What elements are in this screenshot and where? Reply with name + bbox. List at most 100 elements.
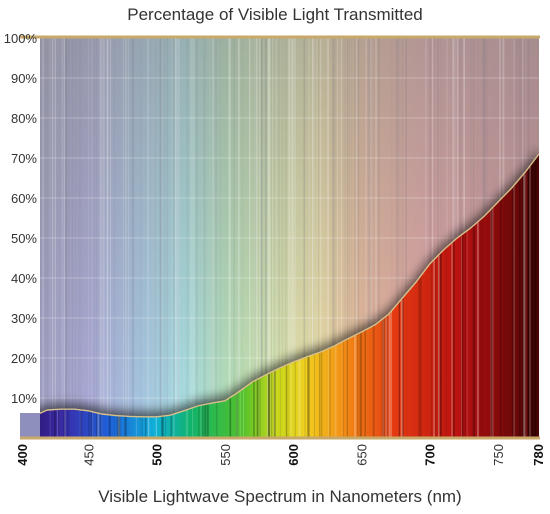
spectral-line [59, 409, 61, 438]
spectral-line [103, 38, 106, 438]
spectral-line [481, 218, 484, 438]
spectral-line [365, 330, 366, 438]
spectral-line [286, 364, 289, 438]
spectral-line [256, 379, 259, 438]
spectral-line [285, 365, 287, 438]
spectral-line [173, 414, 175, 438]
spectral-line [357, 38, 360, 438]
spectral-line [255, 38, 258, 438]
spectral-line [107, 38, 109, 438]
spectral-line [385, 316, 388, 438]
spectral-line [528, 167, 531, 438]
spectral-line [278, 38, 280, 438]
spectral-line [472, 226, 475, 438]
spectral-line [386, 316, 389, 438]
spectral-line [63, 38, 65, 438]
spectral-line [531, 164, 533, 438]
spectral-line [343, 341, 345, 438]
spectral-line [286, 38, 288, 438]
spectral-line [360, 332, 363, 438]
y-tick-label: 60% [11, 191, 37, 206]
spectral-line [161, 416, 164, 438]
spectral-line [308, 38, 310, 438]
spectral-line [445, 248, 447, 438]
spectral-line [186, 38, 187, 438]
spectral-line [153, 38, 155, 438]
spectral-line [365, 38, 367, 438]
spectral-line [54, 409, 57, 438]
spectral-line [435, 258, 437, 438]
y-axis-ticks: 10% 20% 30% 40% 50% 60% 70% 80% 90% 100% [4, 31, 38, 406]
spectral-line [273, 370, 275, 438]
spectral-line [373, 38, 375, 438]
spectral-line [133, 38, 134, 438]
spectral-line [317, 38, 320, 438]
spectral-line [332, 38, 335, 438]
spectral-line [440, 38, 442, 438]
spectral-line [375, 38, 377, 438]
spectral-line [461, 234, 464, 438]
spectral-line [284, 38, 287, 438]
spectral-line [215, 402, 218, 438]
spectral-line [534, 159, 538, 438]
spectral-line [192, 38, 195, 438]
spectral-line [215, 38, 217, 438]
transmission-area [40, 154, 539, 438]
spectral-line [437, 38, 439, 438]
spectral-line [174, 38, 177, 438]
spectral-line [524, 172, 526, 438]
spectral-line [160, 38, 162, 438]
spectral-line [67, 409, 70, 438]
spectral-line [354, 38, 356, 438]
spectral-line [357, 334, 359, 438]
spectral-line [383, 318, 386, 438]
spectral-line [303, 38, 305, 438]
spectral-line [261, 38, 263, 438]
spectral-line [523, 174, 526, 438]
spectral-line [117, 415, 120, 438]
spectral-lines-dark [49, 159, 538, 438]
spectral-line [209, 38, 211, 438]
spectral-line [438, 255, 440, 438]
spectral-line [534, 159, 536, 438]
spectral-line [117, 415, 120, 438]
spectral-line [186, 38, 189, 438]
plot-area [40, 38, 539, 438]
y-tick-label: 70% [11, 151, 37, 166]
spectral-line [290, 363, 292, 438]
spectral-line [68, 38, 70, 438]
spectral-line [275, 38, 277, 438]
y-tick-label: 40% [11, 271, 37, 286]
spectral-line [65, 38, 67, 438]
spectral-line [93, 38, 95, 438]
spectral-line [78, 38, 81, 438]
spectral-line [190, 38, 192, 438]
spectral-line [177, 38, 180, 438]
spectral-line [461, 235, 462, 438]
spectral-line [253, 381, 255, 438]
spectral-line [451, 243, 453, 438]
spectral-line [381, 319, 384, 438]
spectral-line [528, 168, 530, 438]
spectral-line [40, 38, 42, 438]
spectral-line [131, 38, 134, 438]
spectral-line [238, 38, 240, 438]
y-tick-label: 100% [4, 31, 38, 46]
x-tick-label: 700 [423, 444, 438, 466]
spectral-line [298, 360, 301, 438]
spectral-line [72, 38, 74, 438]
spectral-line [433, 260, 435, 438]
spectral-line [212, 38, 214, 438]
spectral-line [97, 412, 100, 438]
spectral-line [420, 276, 422, 438]
spectral-line [264, 38, 267, 438]
spectral-line [320, 38, 322, 438]
spectral-line [368, 38, 370, 438]
spectral-line [532, 162, 535, 438]
spectral-line [400, 299, 404, 438]
spectral-line [106, 38, 109, 438]
spectral-line [229, 397, 232, 438]
spectral-line [359, 332, 362, 438]
spectral-line [368, 38, 369, 438]
spectral-line [307, 38, 309, 438]
